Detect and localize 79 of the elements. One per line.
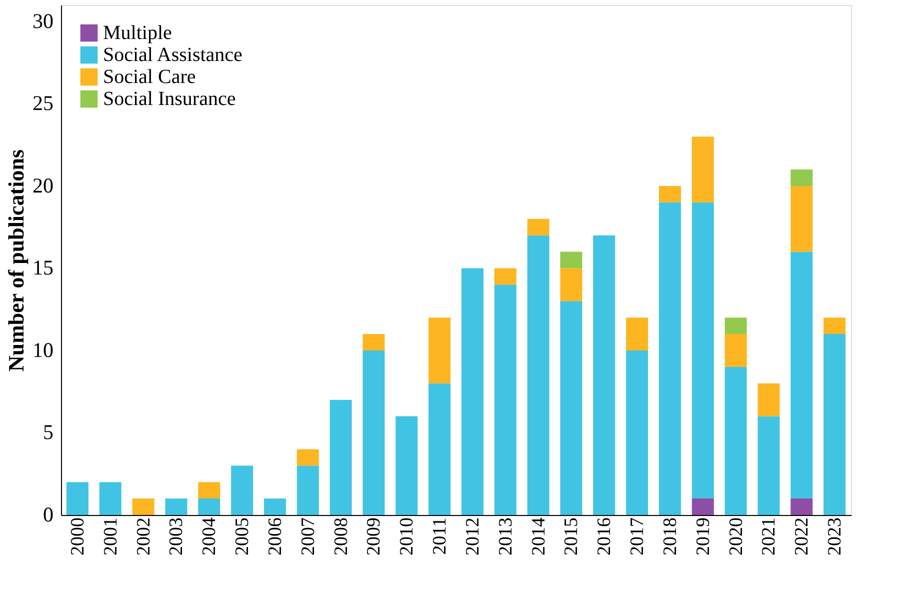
bar — [824, 318, 846, 334]
bar — [790, 186, 813, 252]
x-tick-label: 2004 — [199, 517, 220, 556]
bar — [264, 498, 286, 515]
x-tick-label: 2001 — [100, 518, 122, 556]
y-tick-label: 15 — [32, 256, 54, 280]
bar — [198, 498, 220, 515]
bar — [593, 235, 616, 515]
x-tick-label: 2014 — [528, 517, 550, 556]
x-tick-label: 2018 — [660, 518, 681, 556]
bar — [758, 383, 780, 416]
bar — [527, 235, 550, 515]
bar — [626, 350, 648, 515]
bar — [658, 202, 681, 515]
x-tick-label: 2013 — [495, 518, 516, 556]
x-tick-label: 2019 — [692, 518, 714, 556]
bar — [66, 482, 88, 515]
bar — [396, 416, 418, 515]
y-tick-label: 5 — [43, 420, 54, 444]
bar — [494, 284, 516, 515]
y-tick-label: 20 — [32, 173, 54, 198]
x-tick-label: 2012 — [462, 518, 484, 556]
x-tick-label: 2009 — [364, 518, 385, 556]
bar — [362, 350, 385, 515]
bar — [692, 498, 714, 515]
y-tick-label: 30 — [32, 8, 54, 33]
bar — [560, 252, 582, 268]
bar — [494, 268, 516, 285]
bar — [362, 334, 385, 350]
bar — [724, 318, 747, 334]
y-tick-label: 0 — [43, 502, 54, 526]
bar — [165, 498, 188, 515]
bar — [790, 252, 813, 499]
x-tick-label: 2023 — [824, 518, 846, 556]
y-axis-title: Number of publications — [4, 149, 28, 372]
bar — [790, 498, 813, 515]
bar — [99, 482, 122, 515]
y-tick-label: 10 — [32, 338, 54, 362]
x-tick-label: 2021 — [758, 518, 780, 556]
x-tick-label: 2022 — [792, 518, 813, 556]
bar — [724, 366, 747, 515]
x-tick-label: 2000 — [67, 518, 88, 556]
legend-label: Social Assistance — [103, 44, 243, 66]
bar — [296, 466, 319, 515]
bar — [428, 383, 451, 515]
bar — [461, 268, 484, 515]
legend-label: Multiple — [103, 22, 172, 44]
legend-label: Social Insurance — [103, 88, 236, 110]
x-tick-label: 2010 — [396, 518, 418, 556]
y-tick-label: 25 — [32, 91, 54, 116]
x-tick-label: 2017 — [627, 518, 648, 556]
bar — [560, 268, 582, 302]
bar — [758, 416, 780, 515]
bar — [428, 318, 451, 384]
x-tick-label: 2020 — [726, 518, 747, 556]
bar — [132, 498, 154, 515]
x-tick-label: 2016 — [594, 518, 616, 556]
legend-label: Social Care — [103, 66, 196, 88]
bar — [198, 482, 220, 499]
bar — [560, 301, 582, 515]
bar — [692, 202, 714, 499]
x-tick-label: 2005 — [232, 518, 254, 556]
x-tick-label: 2006 — [264, 518, 286, 556]
bar — [692, 136, 714, 202]
x-tick-label: 2003 — [166, 518, 188, 556]
bar — [824, 334, 846, 515]
x-tick-label: 2002 — [133, 518, 154, 556]
bar — [527, 218, 550, 236]
x-tick-label: 2015 — [561, 518, 582, 556]
bar — [724, 334, 747, 367]
bar — [330, 400, 352, 515]
bar — [296, 449, 319, 466]
bar — [231, 466, 254, 515]
bar — [790, 170, 813, 186]
bar — [658, 186, 681, 202]
x-tick-label: 2007 — [298, 518, 319, 556]
bar — [626, 318, 648, 350]
x-tick-label: 2011 — [430, 518, 451, 555]
x-tick-label: 2008 — [330, 518, 352, 556]
